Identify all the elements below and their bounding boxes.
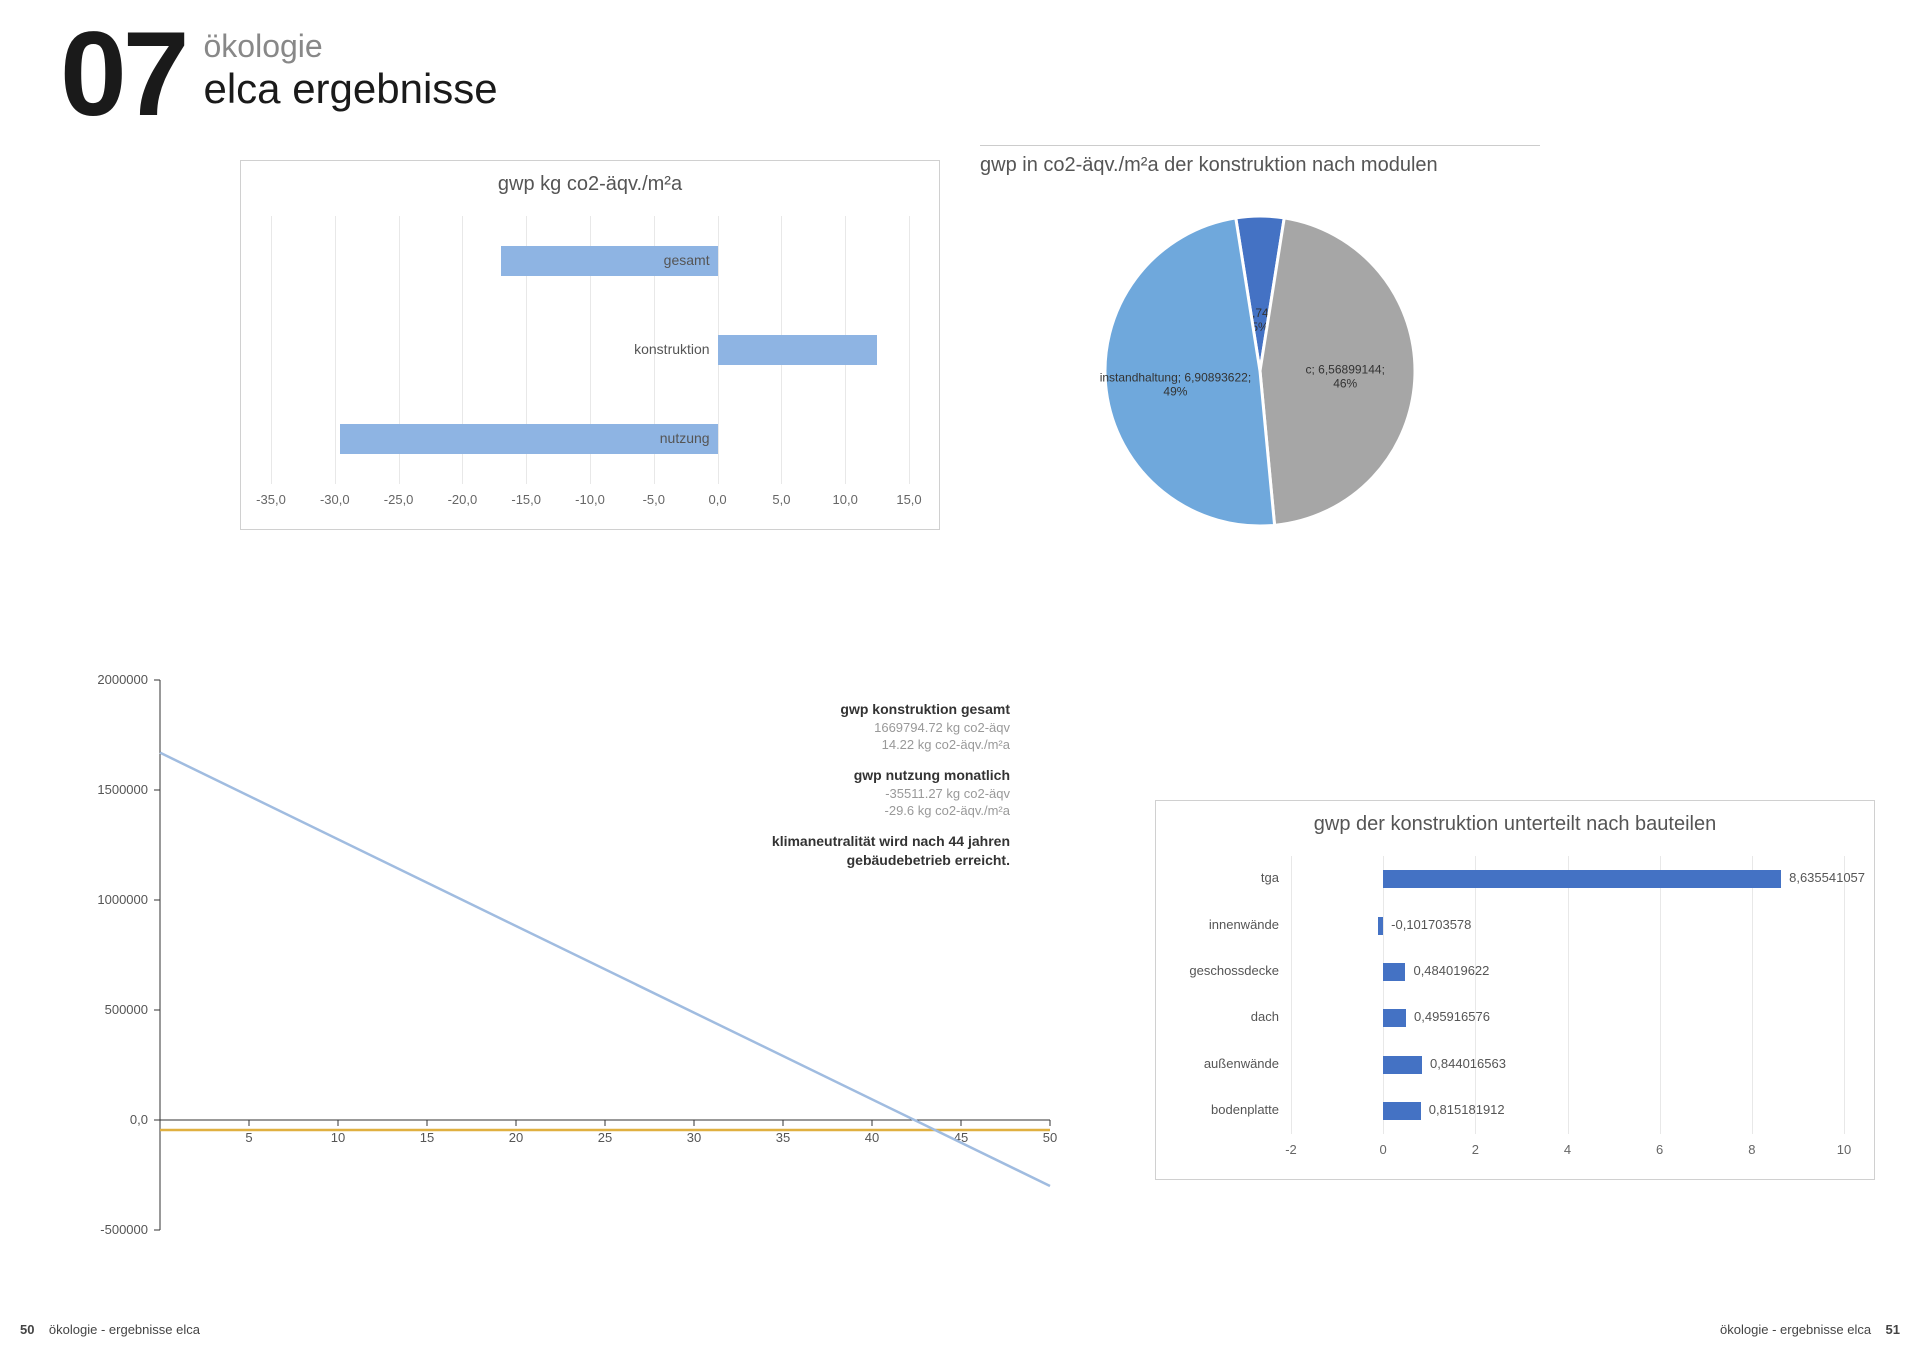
- chart1-xtick: -5,0: [643, 492, 665, 507]
- chart3-ytick: 1500000: [97, 782, 148, 797]
- chart4-category: innenwände: [1161, 917, 1279, 932]
- chart3-xtick: 15: [420, 1130, 434, 1145]
- footer-right-text: ökologie - ergebnisse elca: [1720, 1322, 1871, 1337]
- chart4-bar: [1383, 1056, 1422, 1074]
- header-subtitle: ökologie: [203, 28, 497, 65]
- chart4-xtick: -2: [1285, 1142, 1297, 1157]
- chart4-xtick: 8: [1748, 1142, 1755, 1157]
- chart4-xtick: 10: [1837, 1142, 1851, 1157]
- chart4-xtick: 6: [1656, 1142, 1663, 1157]
- section-number: 07: [60, 20, 185, 128]
- info-b2-l1: -35511.27 kg co2-äqv: [772, 785, 1010, 803]
- chart1-bar-label: konstruktion: [634, 341, 709, 357]
- chart3-ytick: 2000000: [97, 672, 148, 687]
- footer-right-page: 51: [1886, 1322, 1900, 1337]
- chart3-info: gwp konstruktion gesamt 1669794.72 kg co…: [772, 700, 1010, 870]
- chart4-value-label: 0,484019622: [1413, 963, 1489, 978]
- chart4-category: geschossdecke: [1161, 963, 1279, 978]
- footer-left-text: ökologie - ergebnisse elca: [49, 1322, 200, 1337]
- chart4-gridline: [1568, 856, 1569, 1134]
- chart4-category: außenwände: [1161, 1056, 1279, 1071]
- chart3-xtick: 50: [1043, 1130, 1057, 1145]
- chart-pie-modules: gwp in co2-äqv./m²a der konstruktion nac…: [980, 145, 1600, 565]
- chart-line-neutrality: -500000 0,0 500000 1000000 1500000 2000000 5 10…: [70, 660, 1070, 1280]
- chart3-xtick: 25: [598, 1130, 612, 1145]
- chart4-category: bodenplatte: [1161, 1102, 1279, 1117]
- chart4-plot: -20246810tga8,635541057innenwände-0,1017…: [1291, 856, 1844, 1134]
- chart3-xtick: 5: [245, 1130, 252, 1145]
- chart1-xtick: -15,0: [511, 492, 541, 507]
- chart4-value-label: 8,635541057: [1789, 870, 1865, 885]
- chart1-xtick: -25,0: [384, 492, 414, 507]
- header-text-block: ökologie elca ergebnisse: [203, 28, 497, 113]
- chart1-xtick: 5,0: [772, 492, 790, 507]
- chart3-xtick: 10: [331, 1130, 345, 1145]
- chart2-title: gwp in co2-äqv./m²a der konstruktion nac…: [980, 154, 1600, 191]
- chart1-gridline: [271, 216, 272, 484]
- chart4-gridline: [1291, 856, 1292, 1134]
- chart4-value-label: -0,101703578: [1391, 917, 1471, 932]
- chart1-xtick: -20,0: [448, 492, 478, 507]
- footer-left: 50 ökologie - ergebnisse elca: [20, 1322, 200, 1337]
- chart-gwp-components: gwp der konstruktion unterteilt nach bau…: [1155, 800, 1875, 1180]
- chart4-gridline: [1383, 856, 1384, 1134]
- chart4-bar: [1383, 1009, 1406, 1027]
- chart4-category: tga: [1161, 870, 1279, 885]
- chart4-value-label: 0,495916576: [1414, 1009, 1490, 1024]
- chart4-xtick: 0: [1380, 1142, 1387, 1157]
- chart4-bar: [1383, 1102, 1421, 1120]
- chart1-xtick: 0,0: [709, 492, 727, 507]
- info-b3-l2: gebäudebetrieb erreicht.: [772, 851, 1010, 870]
- info-b3-l1: klimaneutralität wird nach 44 jahren: [772, 832, 1010, 851]
- chart4-xtick: 2: [1472, 1142, 1479, 1157]
- chart1-bar-label: gesamt: [664, 252, 710, 268]
- chart4-category: dach: [1161, 1009, 1279, 1024]
- chart3-xtick: 30: [687, 1130, 701, 1145]
- footer-right: ökologie - ergebnisse elca 51: [1720, 1322, 1900, 1337]
- header-title: elca ergebnisse: [203, 65, 497, 113]
- chart1-xtick: -35,0: [256, 492, 286, 507]
- info-b2-title: gwp nutzung monatlich: [772, 766, 1010, 785]
- footer-left-page: 50: [20, 1322, 34, 1337]
- chart3-xtick: 35: [776, 1130, 790, 1145]
- chart1-xtick: 10,0: [833, 492, 858, 507]
- chart4-bar: [1383, 870, 1781, 888]
- chart3-xtick: 20: [509, 1130, 523, 1145]
- chart4-title: gwp der konstruktion unterteilt nach bau…: [1156, 801, 1874, 848]
- chart4-bar: [1383, 963, 1405, 981]
- chart4-value-label: 0,844016563: [1430, 1056, 1506, 1071]
- chart1-title: gwp kg co2-äqv./m²a: [241, 161, 939, 208]
- chart4-bar: [1378, 917, 1383, 935]
- chart3-ytick: 0,0: [130, 1112, 148, 1127]
- pie-svg: a1-a3; 0,74701356;5%c; 6,56899144;46%ins…: [980, 191, 1540, 551]
- chart4-xtick: 4: [1564, 1142, 1571, 1157]
- chart3-ytick: 500000: [105, 1002, 148, 1017]
- info-b2-l2: -29.6 kg co2-äqv./m²a: [772, 802, 1010, 820]
- info-b1-l1: 1669794.72 kg co2-äqv: [772, 719, 1010, 737]
- page-header: 07 ökologie elca ergebnisse: [60, 20, 498, 128]
- chart4-gridline: [1660, 856, 1661, 1134]
- chart4-gridline: [1752, 856, 1753, 1134]
- chart3-xtick: 40: [865, 1130, 879, 1145]
- chart1-xtick: 15,0: [896, 492, 921, 507]
- chart1-bar-label: nutzung: [660, 430, 710, 446]
- chart1-gridline: [335, 216, 336, 484]
- chart4-value-label: 0,815181912: [1429, 1102, 1505, 1117]
- chart1-plot: -35,0-30,0-25,0-20,0-15,0-10,0-5,00,05,0…: [271, 216, 909, 484]
- info-b1-title: gwp konstruktion gesamt: [772, 700, 1010, 719]
- chart3-ytick: 1000000: [97, 892, 148, 907]
- chart4-gridline: [1475, 856, 1476, 1134]
- chart4-gridline: [1844, 856, 1845, 1134]
- chart-gwp-total: gwp kg co2-äqv./m²a -35,0-30,0-25,0-20,0…: [240, 160, 940, 530]
- chart1-xtick: -30,0: [320, 492, 350, 507]
- chart3-ytick: -500000: [100, 1222, 148, 1237]
- info-b1-l2: 14.22 kg co2-äqv./m²a: [772, 736, 1010, 754]
- chart1-xtick: -10,0: [575, 492, 605, 507]
- chart1-gridline: [909, 216, 910, 484]
- chart1-bar: [718, 335, 878, 365]
